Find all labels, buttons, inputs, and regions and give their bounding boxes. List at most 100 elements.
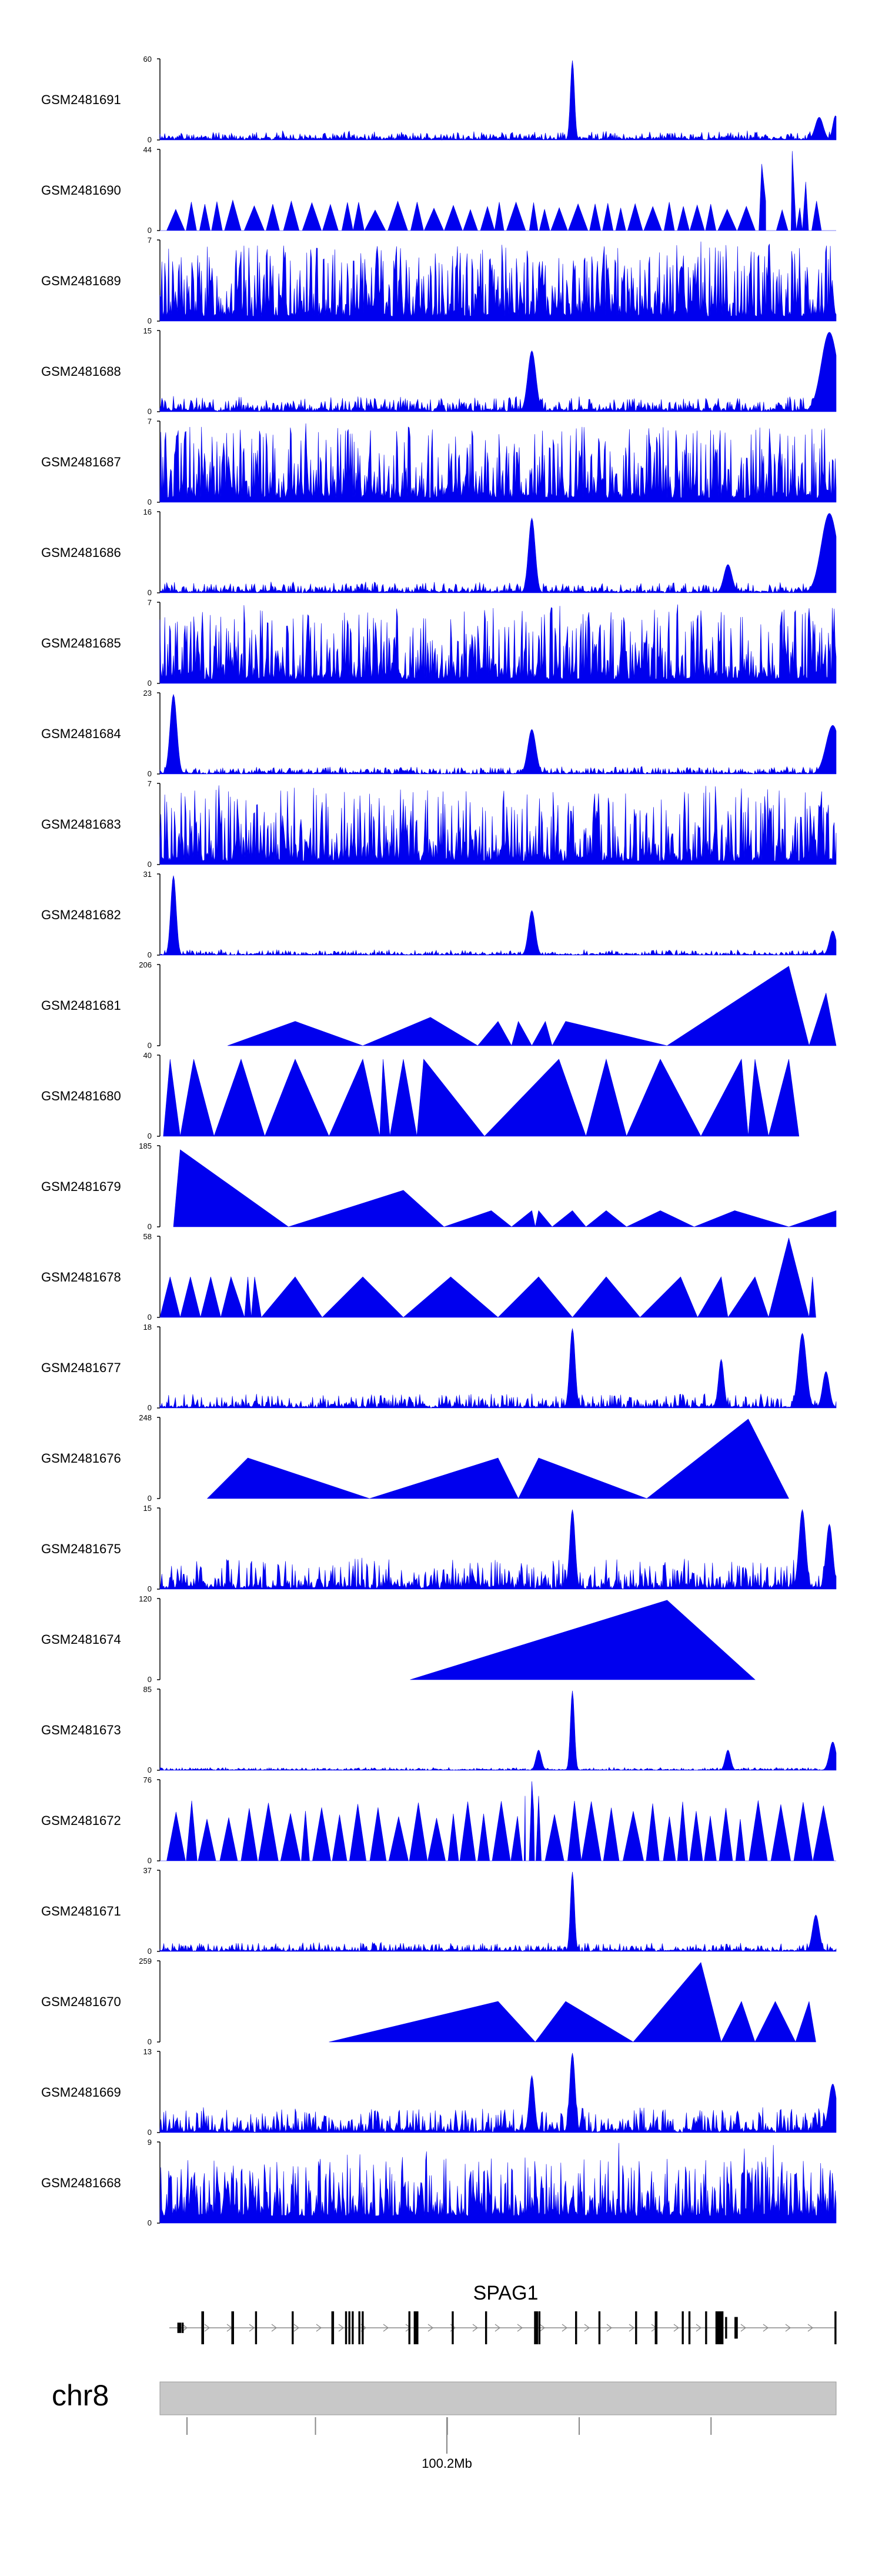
strand-arrow xyxy=(472,2324,479,2332)
y-min-label: 0 xyxy=(148,950,152,959)
exon xyxy=(331,2311,335,2344)
strand-arrow xyxy=(807,2324,814,2332)
track-GSM2481676: GSM2481676 248 0 xyxy=(41,1413,789,1503)
coverage-signal xyxy=(173,1149,837,1227)
track-label: GSM2481674 xyxy=(41,1632,121,1647)
exon xyxy=(725,2317,727,2339)
y-max-label: 23 xyxy=(143,689,152,698)
track-label: GSM2481688 xyxy=(41,364,121,379)
y-max-label: 44 xyxy=(143,145,152,154)
track-label: GSM2481687 xyxy=(41,455,121,469)
coverage-signal xyxy=(159,60,837,141)
strand-arrow xyxy=(249,2324,255,2332)
track-label: GSM2481671 xyxy=(41,1904,121,1918)
track-label: GSM2481685 xyxy=(41,636,121,650)
coverage-tracks: GSM2481691600GSM2481690440GSM248168970GS… xyxy=(41,55,837,2227)
strand-arrow xyxy=(562,2324,568,2332)
y-max-label: 85 xyxy=(143,1685,152,1694)
track-GSM2481681: GSM2481681 206 0 xyxy=(41,960,837,1050)
track-GSM2481682: GSM2481682 31 0 xyxy=(41,870,837,959)
exon xyxy=(362,2311,364,2344)
strand-arrow xyxy=(517,2324,523,2332)
track-GSM2481689: GSM2481689 7 0 xyxy=(41,236,837,325)
y-max-label: 7 xyxy=(148,779,152,788)
coverage-signal xyxy=(159,604,837,684)
coverage-signal xyxy=(159,693,837,775)
track-label: GSM2481679 xyxy=(41,1179,121,1194)
gene-track: SPAG1 xyxy=(169,2282,837,2344)
exon xyxy=(681,2311,684,2344)
coverage-signal xyxy=(159,1509,837,1590)
y-max-label: 13 xyxy=(143,2047,152,2056)
y-min-label: 0 xyxy=(148,407,152,416)
gene-name-label: SPAG1 xyxy=(473,2282,539,2304)
y-max-label: 7 xyxy=(148,417,152,426)
chromosome-ticks xyxy=(186,2417,712,2454)
coverage-signal xyxy=(159,513,837,593)
chromosome-name-label: chr8 xyxy=(52,2379,109,2412)
y-min-label: 0 xyxy=(148,316,152,325)
y-max-label: 7 xyxy=(148,598,152,607)
track-label: GSM2481683 xyxy=(41,817,121,832)
track-label: GSM2481673 xyxy=(41,1723,121,1737)
track-label: GSM2481677 xyxy=(41,1360,121,1375)
strand-arrow xyxy=(740,2324,747,2332)
track-GSM2481680: GSM2481680 40 0 xyxy=(41,1051,800,1140)
strand-arrow xyxy=(606,2324,613,2332)
y-max-label: 7 xyxy=(148,236,152,245)
coverage-signal xyxy=(159,785,837,865)
coverage-signal xyxy=(160,1781,836,1861)
exon xyxy=(345,2311,348,2344)
strand-arrow xyxy=(383,2324,389,2332)
track-GSM2481690: GSM2481690 44 0 xyxy=(41,145,836,235)
y-max-label: 18 xyxy=(143,1323,152,1332)
track-label: GSM2481670 xyxy=(41,1994,121,2009)
track-GSM2481671: GSM2481671 37 0 xyxy=(41,1866,837,1956)
track-GSM2481672: GSM2481672 76 0 xyxy=(41,1776,836,1865)
strand-arrow xyxy=(427,2324,434,2332)
track-GSM2481686: GSM2481686 16 0 xyxy=(41,508,837,597)
strand-arrow xyxy=(763,2324,769,2332)
chromosome-band xyxy=(159,2381,837,2415)
coverage-signal xyxy=(159,2143,837,2224)
strand-arrow xyxy=(271,2324,278,2332)
coverage-signal xyxy=(160,151,836,231)
strand-arrow xyxy=(316,2324,322,2332)
y-min-label: 0 xyxy=(148,1403,152,1412)
track-GSM2481668: GSM2481668 9 0 xyxy=(41,2138,837,2227)
track-GSM2481685: GSM2481685 7 0 xyxy=(41,598,837,688)
track-GSM2481674: GSM2481674 120 0 xyxy=(41,1594,756,1684)
exon xyxy=(705,2311,707,2344)
strand-arrow xyxy=(629,2324,635,2332)
exon xyxy=(292,2311,294,2344)
track-GSM2481675: GSM2481675 15 0 xyxy=(41,1504,837,1593)
y-min-label: 0 xyxy=(148,1856,152,1865)
y-min-label: 0 xyxy=(148,1313,152,1322)
exon xyxy=(352,2311,354,2344)
y-min-label: 0 xyxy=(148,588,152,597)
track-label: GSM2481680 xyxy=(41,1089,121,1103)
coverage-signal xyxy=(227,966,837,1047)
exon xyxy=(201,2311,204,2344)
exon xyxy=(534,2311,539,2344)
genomic-position-label: 100.2Mb xyxy=(422,2456,472,2471)
y-min-label: 0 xyxy=(148,1584,152,1593)
y-min-label: 0 xyxy=(148,1222,152,1231)
strand-arrow xyxy=(584,2324,590,2332)
gene-model xyxy=(169,2311,837,2344)
coverage-signal xyxy=(159,1237,816,1319)
strand-arrow xyxy=(785,2324,791,2332)
y-min-label: 0 xyxy=(148,679,152,688)
exon xyxy=(408,2311,410,2344)
exon xyxy=(598,2311,601,2344)
strand-arrow xyxy=(405,2324,412,2332)
exon xyxy=(348,2311,350,2344)
y-min-label: 0 xyxy=(148,135,152,144)
exon xyxy=(452,2311,454,2344)
coverage-signal xyxy=(159,1871,837,1953)
y-max-label: 37 xyxy=(143,1866,152,1875)
track-label: GSM2481672 xyxy=(41,1813,121,1828)
y-min-label: 0 xyxy=(148,1675,152,1684)
exon xyxy=(181,2323,184,2333)
y-max-label: 9 xyxy=(148,2138,152,2147)
